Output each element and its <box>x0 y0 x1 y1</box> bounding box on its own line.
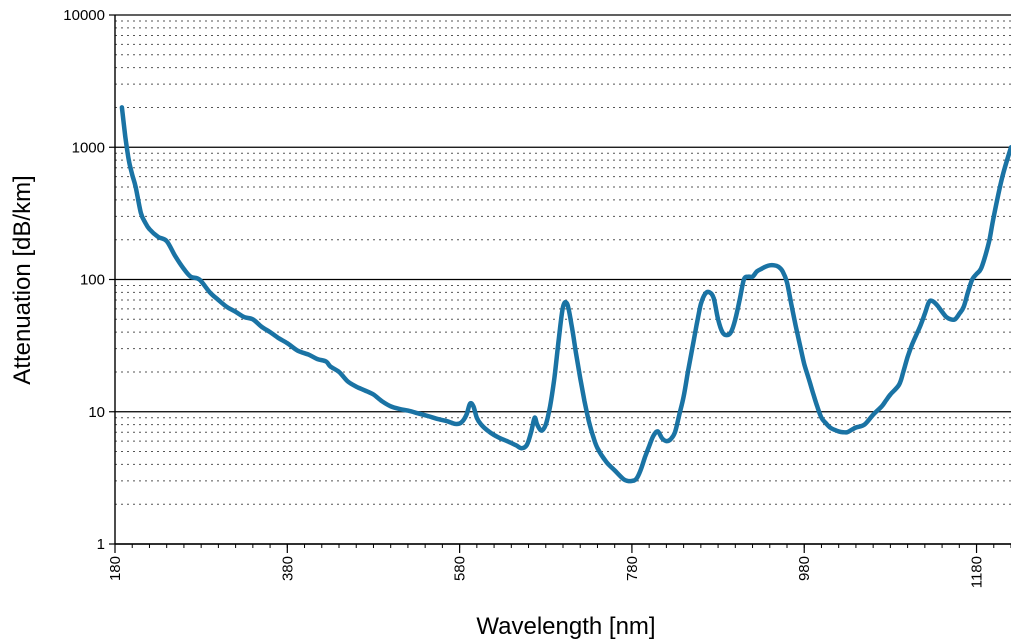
axes <box>109 14 1011 553</box>
x-tick-label: 380 <box>279 556 296 581</box>
y-tick-label: 10000 <box>63 7 105 24</box>
x-tick-label: 980 <box>796 556 813 581</box>
x-tick-label: 580 <box>452 556 469 581</box>
y-tick-label: 100 <box>80 272 105 289</box>
y-tick-label: 10 <box>88 404 105 421</box>
attenuation-series-line <box>119 105 1011 484</box>
x-tick-label: 1180 <box>969 556 986 588</box>
y-axis-label: Attenuation [dB/km] <box>9 175 36 384</box>
y-tick-label: 1 <box>97 536 105 553</box>
y-tick-labels: 1 10 100 1000 10000 <box>63 7 105 553</box>
x-tick-label: 780 <box>624 556 641 581</box>
x-axis-label: Wavelength [nm] <box>476 613 655 640</box>
x-tick-labels: 180 380 580 780 980 1180 <box>107 556 986 588</box>
x-tick-label: 180 <box>107 556 124 581</box>
major-gridlines <box>115 14 1011 545</box>
y-tick-label: 1000 <box>72 139 105 156</box>
series-group <box>119 105 1011 484</box>
minor-gridlines <box>115 20 1011 505</box>
